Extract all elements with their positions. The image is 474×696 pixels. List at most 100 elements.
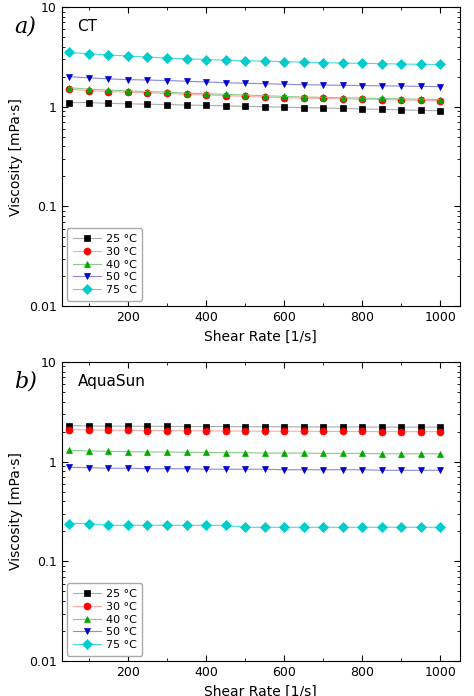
75 °C (418, 523, 424, 532)
50 °C (242, 465, 248, 473)
25 °C (320, 104, 326, 112)
Legend: 25 °C, 30 °C, 40 °C, 50 °C, 75 °C: 25 °C, 30 °C, 40 °C, 50 °C, 75 °C (67, 228, 143, 301)
75 °C (359, 523, 365, 532)
50 °C (262, 465, 267, 473)
Line: 50 °C: 50 °C (66, 464, 444, 474)
40 °C (125, 87, 131, 95)
75 °C (203, 56, 209, 64)
75 °C (438, 61, 443, 69)
X-axis label: Shear Rate [1/s]: Shear Rate [1/s] (204, 685, 317, 696)
40 °C (320, 93, 326, 102)
50 °C (359, 466, 365, 474)
25 °C (242, 102, 248, 111)
30 °C (106, 426, 111, 434)
40 °C (223, 448, 228, 457)
25 °C (242, 422, 248, 431)
75 °C (66, 48, 72, 56)
50 °C (203, 465, 209, 473)
75 °C (223, 521, 228, 530)
40 °C (301, 449, 307, 457)
50 °C (242, 79, 248, 88)
40 °C (418, 95, 424, 104)
50 °C (125, 464, 131, 473)
25 °C (398, 423, 404, 432)
30 °C (106, 88, 111, 96)
25 °C (418, 423, 424, 432)
75 °C (125, 52, 131, 61)
50 °C (203, 78, 209, 86)
75 °C (164, 521, 170, 530)
50 °C (320, 466, 326, 474)
X-axis label: Shear Rate [1/s]: Shear Rate [1/s] (204, 330, 317, 344)
40 °C (66, 446, 72, 454)
50 °C (418, 82, 424, 90)
40 °C (145, 448, 150, 456)
40 °C (242, 91, 248, 100)
25 °C (184, 101, 190, 109)
75 °C (106, 521, 111, 530)
Text: b): b) (14, 371, 37, 393)
Y-axis label: Viscosity [mPa·s]: Viscosity [mPa·s] (9, 452, 23, 571)
50 °C (262, 79, 267, 88)
30 °C (379, 427, 384, 436)
25 °C (164, 100, 170, 109)
30 °C (379, 95, 384, 104)
50 °C (301, 466, 307, 474)
75 °C (379, 60, 384, 68)
50 °C (418, 466, 424, 475)
25 °C (281, 103, 287, 111)
40 °C (359, 94, 365, 102)
25 °C (281, 422, 287, 431)
40 °C (203, 448, 209, 457)
75 °C (281, 58, 287, 66)
50 °C (86, 74, 92, 82)
75 °C (281, 523, 287, 532)
50 °C (66, 463, 72, 471)
30 °C (418, 96, 424, 104)
75 °C (184, 521, 190, 530)
25 °C (359, 105, 365, 113)
25 °C (398, 106, 404, 114)
30 °C (164, 427, 170, 435)
50 °C (145, 464, 150, 473)
75 °C (320, 58, 326, 67)
40 °C (320, 449, 326, 457)
40 °C (125, 448, 131, 456)
Line: 40 °C: 40 °C (66, 84, 444, 103)
75 °C (125, 521, 131, 530)
40 °C (145, 88, 150, 96)
Text: a): a) (14, 16, 36, 38)
30 °C (66, 85, 72, 93)
50 °C (66, 72, 72, 81)
50 °C (86, 464, 92, 472)
40 °C (301, 93, 307, 101)
30 °C (340, 95, 346, 103)
25 °C (86, 98, 92, 106)
40 °C (242, 448, 248, 457)
30 °C (281, 427, 287, 436)
30 °C (66, 425, 72, 434)
50 °C (106, 74, 111, 83)
75 °C (438, 523, 443, 532)
25 °C (340, 422, 346, 431)
Text: AquaSun: AquaSun (78, 374, 146, 389)
30 °C (398, 96, 404, 104)
30 °C (398, 427, 404, 436)
75 °C (340, 523, 346, 532)
75 °C (106, 51, 111, 59)
30 °C (438, 97, 443, 105)
75 °C (398, 60, 404, 68)
30 °C (164, 89, 170, 97)
Line: 30 °C: 30 °C (66, 426, 444, 435)
40 °C (86, 85, 92, 93)
30 °C (320, 94, 326, 102)
Line: 25 °C: 25 °C (66, 99, 444, 114)
30 °C (86, 86, 92, 95)
40 °C (398, 450, 404, 458)
25 °C (340, 104, 346, 113)
30 °C (203, 91, 209, 100)
50 °C (438, 466, 443, 475)
40 °C (418, 450, 424, 458)
25 °C (301, 104, 307, 112)
25 °C (418, 106, 424, 115)
